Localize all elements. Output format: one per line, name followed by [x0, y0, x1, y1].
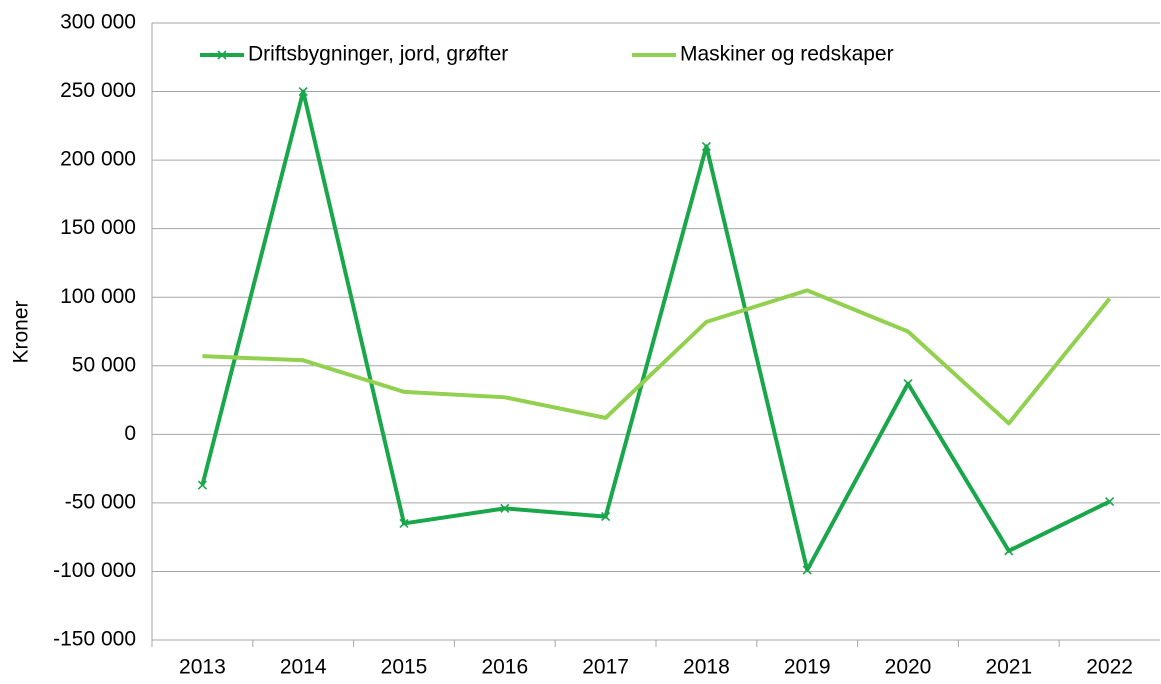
marker — [500, 503, 510, 513]
x-tick-label: 2020 — [885, 656, 932, 679]
marker — [701, 141, 711, 151]
x-tick-label: 2018 — [683, 656, 730, 679]
y-tick-label: 200 000 — [60, 148, 136, 171]
y-tick-label: -150 000 — [53, 628, 136, 651]
marker — [1004, 546, 1014, 556]
y-tick-label: 100 000 — [60, 285, 136, 308]
x-tick-label: 2015 — [381, 656, 428, 679]
y-tick-label: -50 000 — [65, 490, 136, 513]
legend-label: Driftsbygninger, jord, grøfter — [248, 43, 508, 66]
marker — [802, 565, 812, 575]
y-tick-label: 150 000 — [60, 216, 136, 239]
y-tick-label: 50 000 — [72, 353, 136, 376]
legend-label: Maskiner og redskaper — [680, 43, 894, 66]
y-axis-label: Kroner — [10, 300, 33, 363]
x-tick-label: 2019 — [784, 656, 831, 679]
series-line — [202, 288, 1112, 426]
x-tick-label: 2021 — [985, 656, 1032, 679]
series-line — [200, 89, 1111, 573]
marker — [399, 518, 409, 529]
y-tick-label: -100 000 — [53, 559, 136, 582]
marker — [197, 480, 207, 490]
marker — [1105, 496, 1115, 507]
x-tick-label: 2013 — [179, 656, 226, 679]
x-tick-label: 2016 — [481, 656, 528, 679]
y-tick-label: 250 000 — [60, 79, 136, 102]
x-tick-label: 2014 — [280, 656, 327, 679]
legend-marker — [217, 50, 227, 60]
marker — [298, 86, 308, 97]
marker — [601, 512, 611, 522]
y-tick-label: 300 000 — [60, 11, 136, 34]
x-tick-label: 2017 — [582, 656, 629, 679]
marker — [903, 379, 913, 389]
x-tick-label: 2022 — [1086, 656, 1133, 679]
y-tick-label: 0 — [124, 422, 136, 445]
